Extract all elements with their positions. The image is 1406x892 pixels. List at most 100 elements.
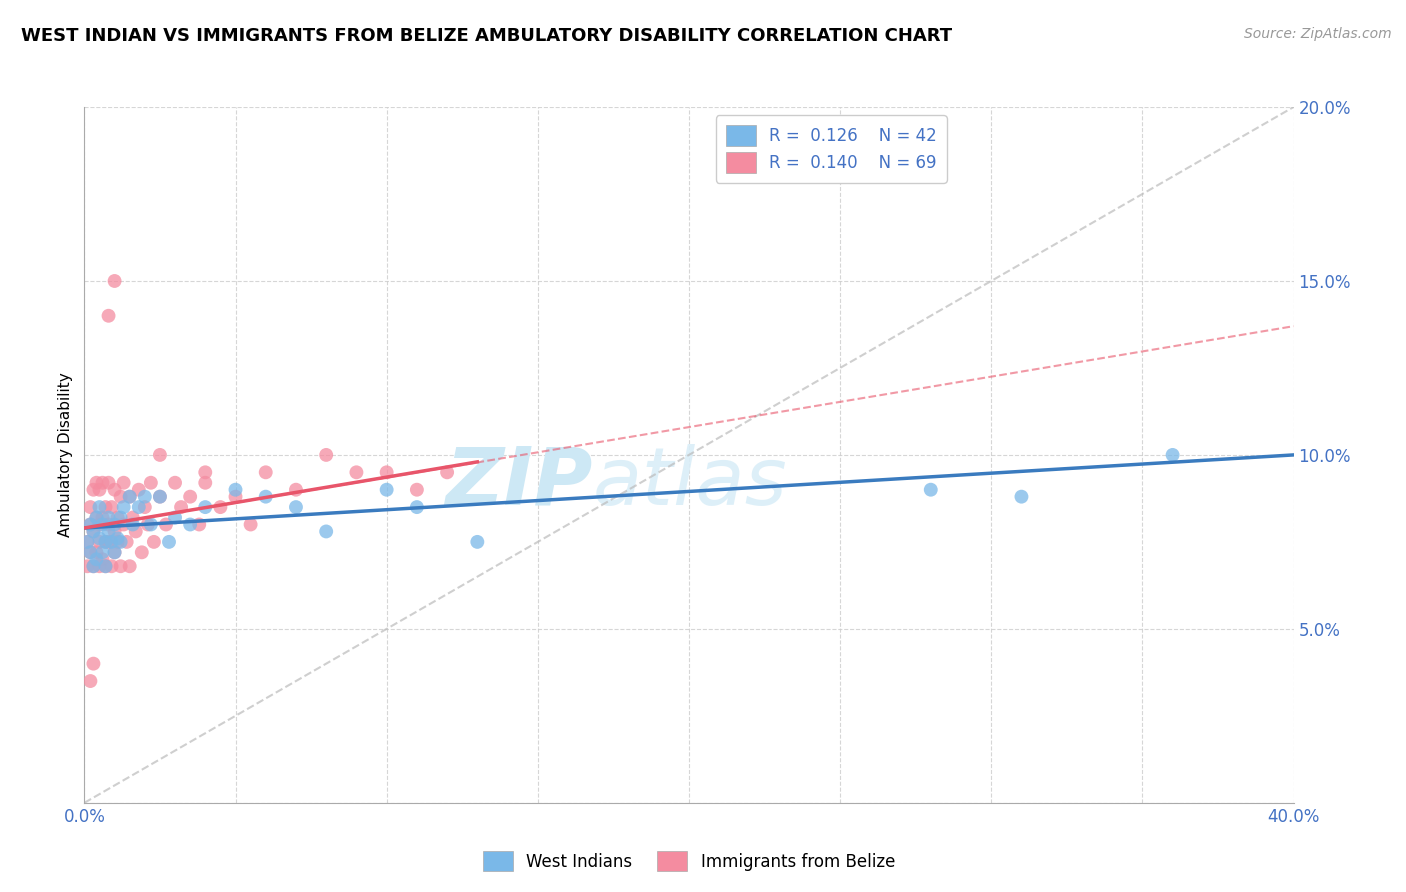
Point [89, 559, 111, 574]
Point [86, 545, 108, 559]
Text: WEST INDIAN VS IMMIGRANTS FROM BELIZE AMBULATORY DISABILITY CORRELATION CHART: WEST INDIAN VS IMMIGRANTS FROM BELIZE AM… [21, 27, 952, 45]
Point [254, 490, 277, 504]
Point [194, 500, 217, 514]
Point [1010, 490, 1032, 504]
Point [91, 475, 114, 490]
Point [89, 483, 111, 497]
Point [79, 545, 101, 559]
Point [112, 500, 135, 514]
Point [118, 490, 141, 504]
Point [94, 534, 117, 549]
Point [104, 517, 127, 532]
Point [104, 274, 127, 288]
Point [86, 552, 108, 566]
Point [375, 466, 398, 480]
Point [94, 559, 117, 574]
Point [94, 559, 117, 574]
Point [76, 534, 98, 549]
Point [194, 475, 217, 490]
Point [179, 490, 201, 504]
Point [100, 500, 122, 514]
Point [97, 517, 120, 532]
Point [91, 510, 114, 524]
Point [82, 524, 104, 539]
Y-axis label: Ambulatory Disability: Ambulatory Disability [58, 373, 73, 537]
Point [91, 552, 114, 566]
Point [79, 545, 101, 559]
Point [128, 483, 150, 497]
Point [112, 475, 135, 490]
Point [121, 510, 143, 524]
Point [89, 500, 111, 514]
Point [254, 466, 277, 480]
Point [142, 534, 165, 549]
Point [97, 534, 120, 549]
Point [188, 517, 211, 532]
Point [110, 534, 132, 549]
Point [157, 534, 180, 549]
Text: Source: ZipAtlas.com: Source: ZipAtlas.com [1244, 27, 1392, 41]
Point [225, 483, 247, 497]
Point [79, 674, 101, 689]
Point [128, 500, 150, 514]
Point [76, 534, 98, 549]
Point [100, 534, 122, 549]
Point [82, 559, 104, 574]
Point [104, 483, 127, 497]
Point [110, 490, 132, 504]
Point [104, 545, 127, 559]
Point [179, 517, 201, 532]
Point [112, 517, 135, 532]
Point [107, 534, 129, 549]
Point [118, 490, 141, 504]
Point [209, 500, 232, 514]
Point [110, 559, 132, 574]
Point [100, 559, 122, 574]
Point [239, 517, 262, 532]
Point [89, 517, 111, 532]
Point [155, 517, 177, 532]
Point [82, 524, 104, 539]
Text: ZIP: ZIP [444, 443, 592, 522]
Point [346, 466, 368, 480]
Point [76, 559, 98, 574]
Point [139, 475, 162, 490]
Point [163, 475, 186, 490]
Point [79, 500, 101, 514]
Point [436, 466, 458, 480]
Point [104, 524, 127, 539]
Point [97, 524, 120, 539]
Point [194, 466, 217, 480]
Point [97, 309, 120, 323]
Point [79, 517, 101, 532]
Text: atlas: atlas [592, 443, 787, 522]
Point [86, 510, 108, 524]
Point [82, 559, 104, 574]
Point [89, 534, 111, 549]
Point [163, 510, 186, 524]
Point [920, 483, 942, 497]
Point [118, 559, 141, 574]
Point [136, 517, 159, 532]
Point [110, 510, 132, 524]
Point [149, 490, 172, 504]
Point [406, 500, 429, 514]
Point [89, 532, 111, 546]
Point [82, 483, 104, 497]
Point [149, 490, 172, 504]
Point [107, 532, 129, 546]
Point [94, 500, 117, 514]
Legend: West Indians, Immigrants from Belize: West Indians, Immigrants from Belize [477, 845, 901, 878]
Point [97, 475, 120, 490]
Point [139, 517, 162, 532]
Point [467, 534, 489, 549]
Point [134, 500, 156, 514]
Point [1161, 448, 1184, 462]
Point [149, 448, 172, 462]
Point [375, 483, 398, 497]
Point [121, 517, 143, 532]
Point [79, 517, 101, 532]
Point [97, 510, 120, 524]
Point [91, 517, 114, 532]
Point [104, 545, 127, 559]
